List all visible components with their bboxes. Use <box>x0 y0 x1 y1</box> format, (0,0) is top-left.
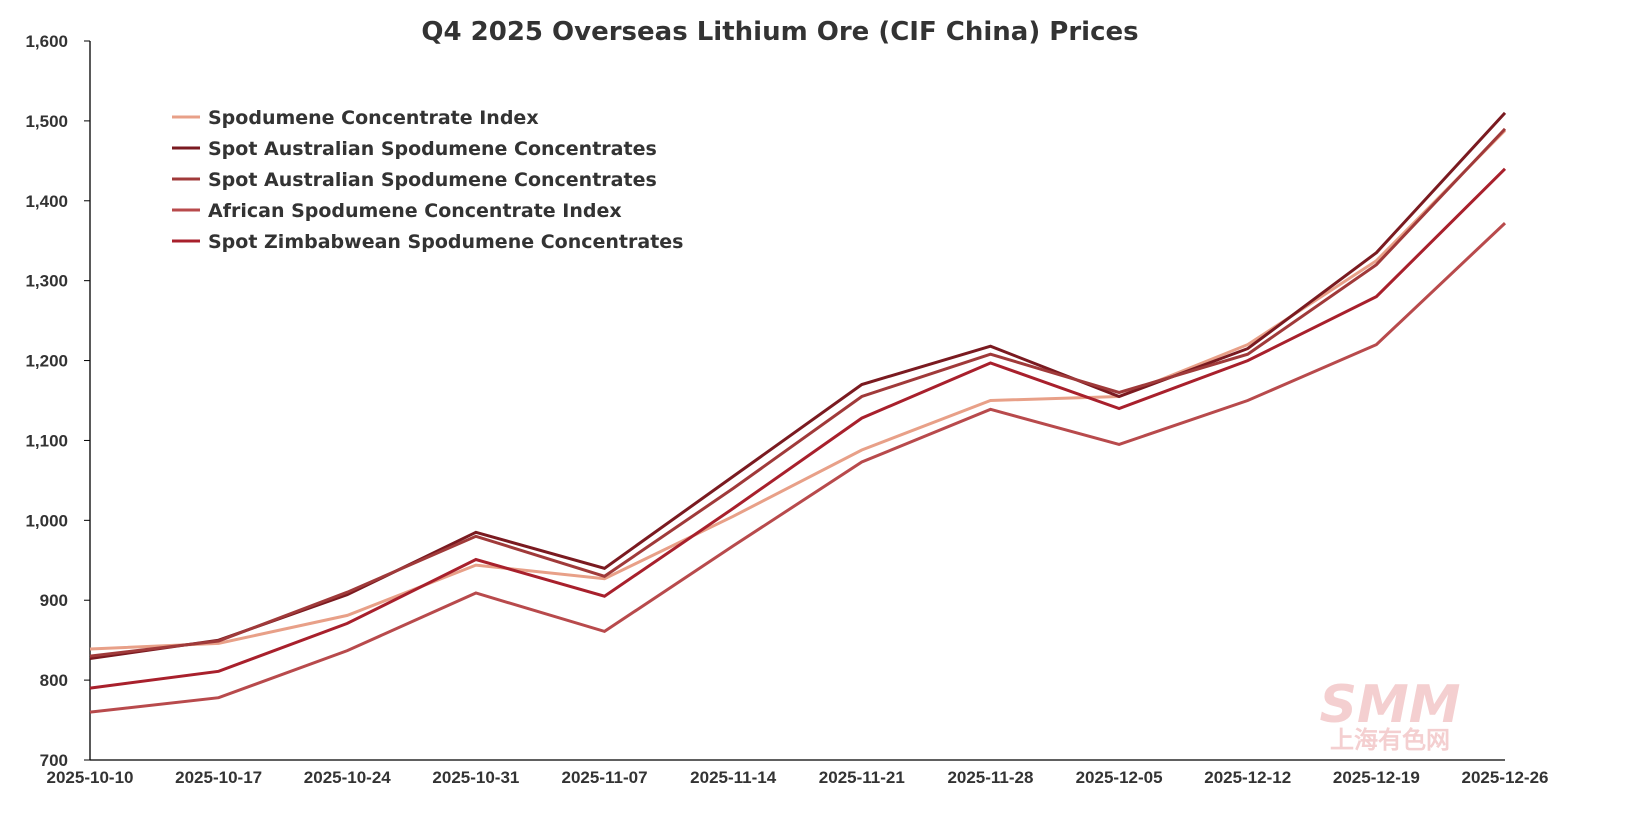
legend-label: Spot Zimbabwean Spodumene Concentrates <box>208 231 683 253</box>
series-group <box>89 111 1507 714</box>
series-line-1 <box>89 129 1507 651</box>
watermark: SMM 上海有色网 <box>1320 675 1461 754</box>
y-tick-label: 1,400 <box>25 192 68 211</box>
x-tick-label: 2025-10-17 <box>175 768 262 787</box>
y-tick-label: 1,300 <box>25 272 68 291</box>
x-tick-label: 2025-11-21 <box>819 768 905 787</box>
y-tick-label: 700 <box>40 751 68 770</box>
y-tick-label: 1,600 <box>25 32 68 51</box>
y-tick-label: 800 <box>40 671 68 690</box>
series-line-4 <box>89 222 1507 714</box>
watermark-subtitle: 上海有色网 <box>1330 726 1450 754</box>
y-tick-label: 1,500 <box>25 112 68 131</box>
legend-item: Spot Zimbabwean Spodumene Concentrates <box>172 231 683 253</box>
legend-item: Spot Australian Spodumene Concentrates <box>172 169 657 191</box>
legend-item: Spodumene Concentrate Index <box>172 107 539 129</box>
legend: Spodumene Concentrate Index Spot Australi… <box>172 107 683 253</box>
y-tick-label: 900 <box>40 591 68 610</box>
x-tick-label: 2025-12-12 <box>1204 768 1291 787</box>
x-tick-label: 2025-12-19 <box>1333 768 1420 787</box>
x-tick-label: 2025-11-07 <box>562 768 648 787</box>
y-tick-label: 1,000 <box>25 511 68 530</box>
x-tick-label: 2025-12-26 <box>1462 768 1549 787</box>
legend-label: Spot Australian Spodumene Concentrates <box>208 138 657 160</box>
series-line-2 <box>89 111 1507 660</box>
legend-item: African Spodumene Concentrate Index <box>172 200 622 222</box>
series-line-5 <box>89 167 1507 690</box>
legend-item: Spot Australian Spodumene Concentrates <box>172 138 657 160</box>
legend-label: Spodumene Concentrate Index <box>208 107 539 129</box>
x-tick-label: 2025-11-28 <box>947 768 1033 787</box>
series-line-3 <box>89 127 1507 658</box>
y-tick-label: 1,200 <box>25 352 68 371</box>
x-tick-label: 2025-12-05 <box>1076 768 1163 787</box>
legend-label: African Spodumene Concentrate Index <box>208 200 622 222</box>
x-tick-label: 2025-10-10 <box>47 768 134 787</box>
x-tick-label: 2025-10-31 <box>432 768 519 787</box>
x-tick-label: 2025-11-14 <box>690 768 777 787</box>
legend-label: Spot Australian Spodumene Concentrates <box>208 169 657 191</box>
x-tick-label: 2025-10-24 <box>304 768 392 787</box>
axes: 700 800 900 1,000 1,100 1,200 1,300 1,400 1,500 1… <box>25 32 1548 787</box>
y-tick-label: 1,100 <box>25 431 68 450</box>
chart-title: Q4 2025 Overseas Lithium Ore (CIF China)… <box>421 17 1138 47</box>
watermark-brand: SMM <box>1320 675 1461 735</box>
